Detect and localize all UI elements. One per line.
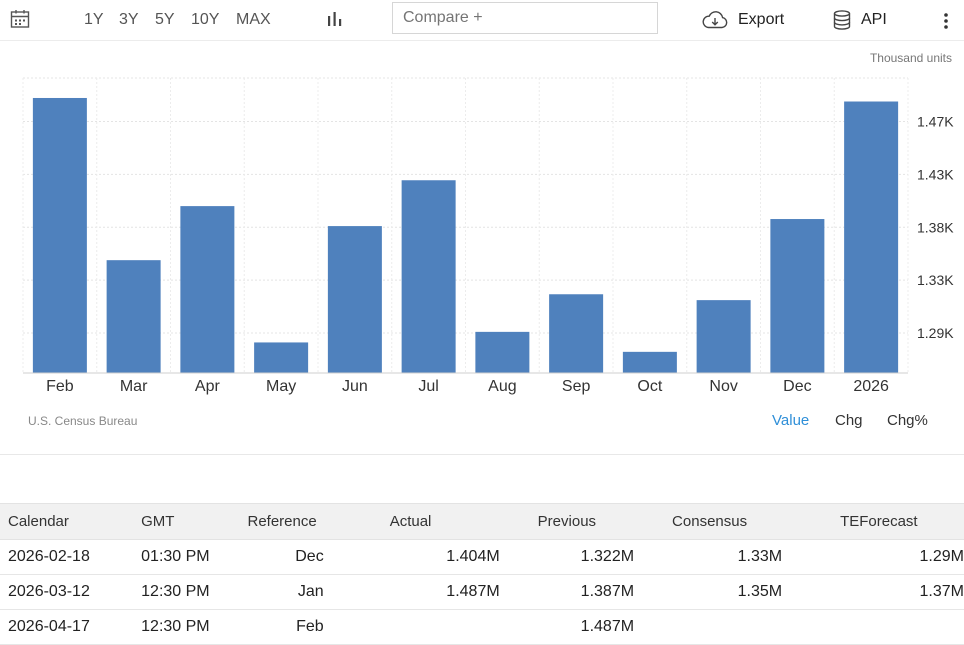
cell-previous: 1.387M: [499, 574, 635, 610]
x-tick-label: Oct: [637, 378, 662, 395]
units-label: Thousand units: [869, 51, 952, 65]
x-tick-label: Dec: [783, 378, 811, 395]
x-tick-label: Sep: [562, 378, 591, 395]
bar: [475, 331, 530, 373]
y-tick-label: 1.43K: [917, 166, 954, 182]
source-label: U.S. Census Bureau: [28, 414, 138, 428]
tab-chg-percent[interactable]: Chg%: [887, 412, 928, 429]
section-divider: [0, 454, 964, 455]
cell-previous: 1.322M: [499, 539, 635, 575]
bar: [844, 101, 899, 373]
y-tick-label: 1.47K: [917, 113, 954, 129]
header-actual: Actual: [323, 503, 500, 540]
cell-actual: [323, 609, 500, 645]
table-row: 2026-02-18 01:30 PM Dec 1.404M 1.322M 1.…: [0, 539, 964, 575]
toolbar-divider: [0, 40, 964, 41]
cell-actual: 1.487M: [323, 574, 500, 610]
cell-date: 2026-04-17: [0, 609, 134, 645]
header-gmt: GMT: [133, 503, 240, 540]
cloud-download-icon: [702, 11, 728, 29]
y-tick-label: 1.29K: [917, 325, 954, 341]
bar: [549, 294, 604, 373]
x-tick-label: Apr: [195, 378, 221, 395]
chart-type-icon[interactable]: [326, 10, 344, 28]
x-tick-label: 2026: [853, 378, 889, 395]
cell-reference: Jan: [239, 574, 324, 610]
header-teforecast: TEForecast: [782, 503, 964, 540]
calendar-icon[interactable]: [10, 9, 30, 29]
cell-gmt: 12:30 PM: [133, 609, 240, 645]
tab-value[interactable]: Value: [772, 412, 810, 429]
header-consensus: Consensus: [634, 503, 783, 540]
header-previous: Previous: [499, 503, 635, 540]
range-10y-button[interactable]: 10Y: [191, 11, 220, 28]
x-tick-label: Feb: [46, 378, 74, 395]
cell-date: 2026-03-12: [0, 574, 134, 610]
export-button[interactable]: Export: [702, 9, 784, 31]
cell-teforecast: 1.29M: [782, 539, 964, 575]
compare-input[interactable]: [392, 2, 658, 34]
cell-date: 2026-02-18: [0, 539, 134, 575]
calendar-table: Calendar GMT Reference Actual Previous C…: [0, 503, 964, 645]
cell-consensus: 1.33M: [634, 539, 783, 575]
bar: [770, 219, 825, 373]
range-3y-button[interactable]: 3Y: [119, 11, 139, 28]
range-max-button[interactable]: MAX: [236, 11, 271, 28]
export-label: Export: [738, 11, 785, 28]
range-5y-button[interactable]: 5Y: [155, 11, 175, 28]
api-button[interactable]: API: [833, 9, 887, 31]
cell-reference: Dec: [239, 539, 324, 575]
table-row: 2026-04-17 12:30 PM Feb 1.487M: [0, 609, 964, 645]
cell-consensus: 1.35M: [634, 574, 783, 610]
x-tick-label: May: [266, 378, 296, 395]
bar: [106, 260, 161, 373]
cell-actual: 1.404M: [323, 539, 500, 575]
x-tick-label: Jul: [418, 378, 438, 395]
bar-chart: 1.29K 1.33K 1.38K 1.43K 1.47K Feb Mar Apr May Jun…: [22, 77, 954, 395]
cell-previous: 1.487M: [499, 609, 635, 645]
header-calendar: Calendar: [0, 503, 134, 540]
bar: [254, 342, 309, 373]
bar: [622, 351, 677, 373]
tab-chg[interactable]: Chg: [835, 412, 863, 429]
bar: [327, 226, 382, 373]
toolbar: 1Y 3Y 5Y 10Y MAX Export API: [0, 0, 964, 40]
bar: [32, 97, 87, 374]
cell-gmt: 12:30 PM: [133, 574, 240, 610]
table-row: 2026-03-12 12:30 PM Jan 1.487M 1.387M 1.…: [0, 574, 964, 610]
cell-reference: Feb: [239, 609, 324, 645]
y-tick-label: 1.38K: [917, 219, 954, 235]
database-icon: [833, 10, 851, 30]
range-1y-button[interactable]: 1Y: [84, 11, 104, 28]
y-tick-label: 1.33K: [917, 272, 954, 288]
cell-teforecast: [782, 609, 964, 645]
cell-consensus: [634, 609, 783, 645]
calendar-header-row: Calendar GMT Reference Actual Previous C…: [0, 503, 964, 540]
header-reference: Reference: [239, 503, 324, 540]
bar: [401, 180, 456, 373]
cell-gmt: 01:30 PM: [133, 539, 240, 575]
cell-teforecast: 1.37M: [782, 574, 964, 610]
bar: [180, 206, 235, 373]
x-tick-label: Nov: [709, 378, 737, 395]
bar: [696, 300, 751, 373]
x-tick-label: Aug: [488, 378, 516, 395]
api-label: API: [861, 11, 887, 28]
x-tick-label: Jun: [342, 378, 368, 395]
more-options-icon[interactable]: [940, 11, 952, 31]
x-tick-label: Mar: [120, 378, 148, 395]
